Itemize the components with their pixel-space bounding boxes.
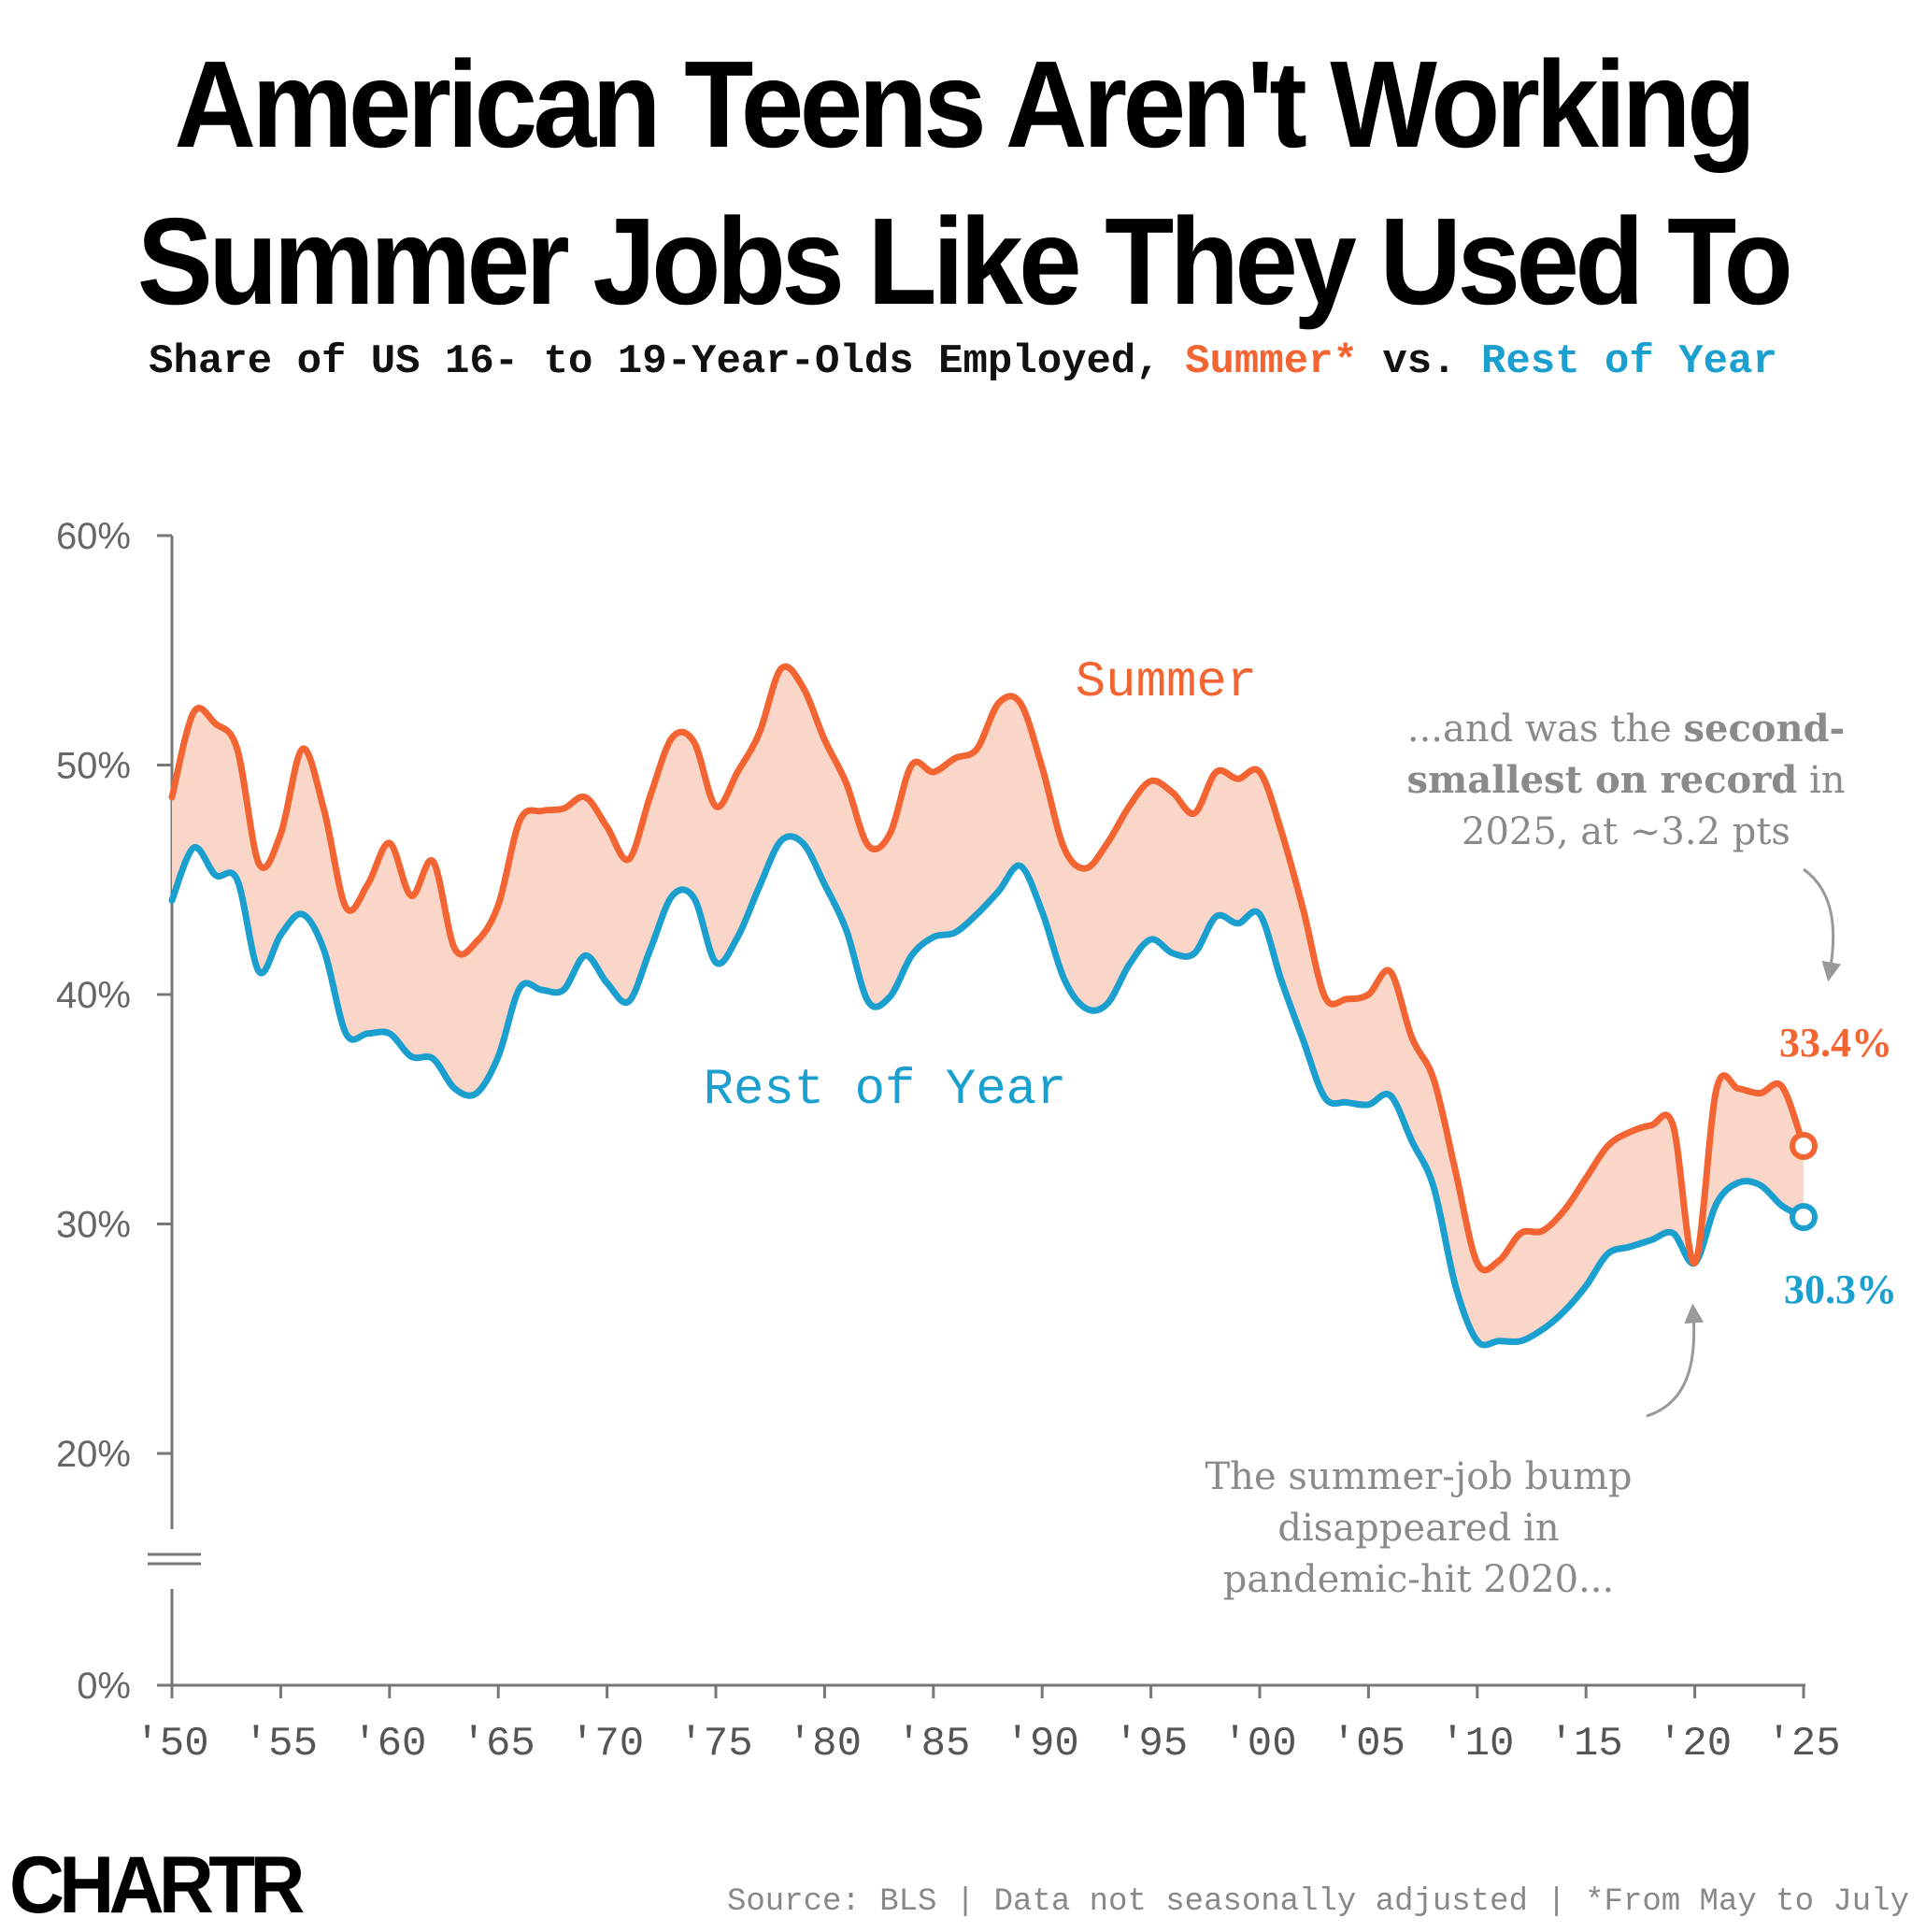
annotation-2020: The summer-job bump disappeared in pande… — [1206, 1455, 1633, 1601]
chart-subtitle: Share of US 16- to 19-Year-Olds Employed… — [0, 338, 1926, 385]
y-tick-label: 40% — [56, 975, 131, 1016]
x-tick-label: '20 — [1658, 1721, 1732, 1767]
x-tick-label: '15 — [1549, 1721, 1623, 1767]
x-tick-label: '00 — [1222, 1721, 1296, 1767]
subtitle-prefix: Share of US 16- to 19-Year-Olds Employed… — [149, 338, 1186, 385]
subtitle-rest: Rest of Year — [1481, 338, 1777, 385]
y-tick-label: 60% — [56, 516, 131, 557]
x-tick-label: '50 — [135, 1721, 208, 1767]
annotation-2025-text-b: in — [1797, 759, 1845, 802]
x-tick-label: '55 — [244, 1721, 318, 1767]
title-line-1: American Teens Aren't Working — [174, 36, 1756, 173]
x-tick-label: '85 — [896, 1721, 970, 1767]
annotation-2025-arrow — [1803, 867, 1842, 982]
x-tick-label: '80 — [788, 1721, 862, 1767]
y-tick-label: 20% — [56, 1434, 131, 1475]
svg-text:...and was the second-: ...and was the second- — [1407, 707, 1845, 751]
annotation-2020-line-1: The summer-job bump — [1206, 1455, 1633, 1498]
svg-text:smallest on record in: smallest on record in — [1406, 758, 1845, 802]
annotation-2025-bold-b: smallest on record — [1406, 758, 1797, 802]
rest-end-marker — [1790, 1203, 1818, 1232]
rest-series-label: Rest of Year — [704, 1062, 1067, 1119]
x-tick-label: '75 — [678, 1721, 752, 1767]
summer-gap-area — [172, 666, 1804, 1346]
summer-line — [168, 663, 1807, 1274]
subtitle-summer: Summer* — [1185, 338, 1358, 385]
annotation-2020-arrow — [1646, 1303, 1705, 1418]
rest-end-label: 30.3% — [1784, 1267, 1897, 1312]
subtitle-middle: vs. — [1357, 338, 1481, 385]
annotation-2025-bold-a: second- — [1683, 707, 1845, 751]
x-tick-label: '95 — [1114, 1721, 1188, 1767]
annotation-2020-line-2: disappeared in — [1277, 1507, 1559, 1550]
y-tick-label: 0% — [77, 1666, 131, 1707]
y-tick-label: 30% — [56, 1205, 131, 1246]
annotation-2025: ...and was the second- smallest on recor… — [1406, 707, 1845, 853]
x-tick-label: '10 — [1440, 1721, 1514, 1767]
y-tick-label: 50% — [56, 746, 131, 787]
annotation-2020-line-3: pandemic-hit 2020... — [1223, 1558, 1614, 1601]
chart-marks — [1790, 1132, 1818, 1232]
source-note: Source: BLS | Data not seasonally adjust… — [726, 1884, 1909, 1920]
annotation-2025-text-a: ...and was the — [1407, 708, 1684, 751]
title-line-2: Summer Jobs Like They Used To — [136, 193, 1793, 330]
summer-end-marker — [1790, 1132, 1818, 1161]
x-tick-label: '90 — [1006, 1721, 1079, 1767]
chart-axes: 60% 50% 40% 30% 20% 0%'50 '55 '60 '65 '70 '75 '80 '8… — [56, 516, 1841, 1767]
annotation-2025-text-c: 2025, at ~3.2 pts — [1462, 810, 1790, 853]
summer-series-label: Summer — [1076, 654, 1257, 711]
x-tick-label: '60 — [352, 1721, 426, 1767]
x-tick-label: '25 — [1766, 1721, 1840, 1767]
x-tick-label: '05 — [1332, 1721, 1405, 1767]
rest-of-year-line — [168, 833, 1807, 1349]
summer-end-label: 33.4% — [1779, 1020, 1892, 1066]
x-tick-label: '70 — [570, 1721, 644, 1767]
page-title: American Teens Aren't Working Summer Job… — [77, 26, 1848, 340]
chartr-logo: CHARTR — [9, 1840, 305, 1930]
x-tick-label: '65 — [462, 1721, 535, 1767]
